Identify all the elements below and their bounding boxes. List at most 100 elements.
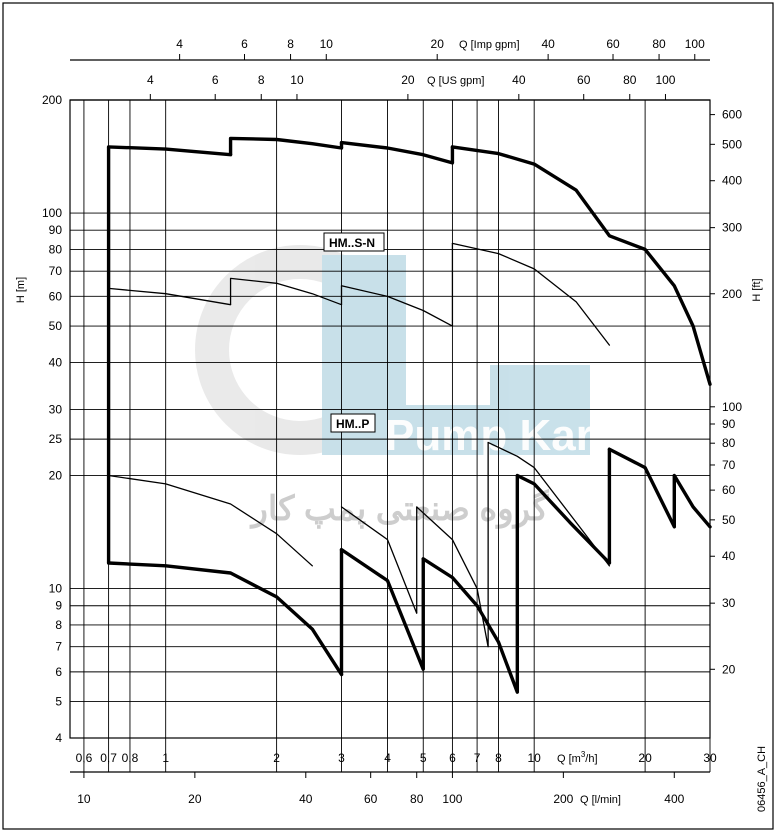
curve-hmsn-segment-1 [229,277,343,306]
left-tick-label-12: 60 [49,289,63,303]
diagram-code: 06456_A_CH [756,746,768,812]
left-tick-label-15: 90 [49,223,63,237]
right-tick-label-4: 60 [722,483,736,497]
bottom-tick-label-4: 2 [273,751,280,765]
series-label-hm-s-n: HM..S-N [323,232,385,252]
bottom-tick-label-11: 10 [527,751,541,765]
left-tick-label-14: 80 [49,242,63,256]
bottom-tick-label-8: 6 [449,751,456,765]
bottom2-tick-label-1: 20 [188,792,202,806]
top-axis-imp-title: Q [Imp gpm] [459,39,520,51]
bottom-tick-label-7: 5 [420,751,427,765]
bottom2-tick-label-3: 60 [364,792,378,806]
right-tick-label-11: 400 [722,174,742,188]
bottom-tick-label-1: 0,7 [100,751,117,765]
right-tick-label-12: 500 [722,137,742,151]
top-imp-tick-label-3: 10 [320,37,334,51]
top-us-tick-label-1: 6 [212,73,219,87]
bottom-tick-label-6: 4 [384,751,391,765]
top-imp-tick-label-6: 60 [606,37,620,51]
left-tick-label-8: 25 [49,432,63,446]
top-imp-tick-label-8: 100 [685,37,705,51]
right-tick-label-13: 600 [722,108,742,122]
curve-hmp-segment-9 [672,473,712,529]
left-tick-label-6: 10 [49,582,63,596]
curve-hmp-segment-8 [607,447,676,529]
left-tick-label-7: 20 [49,469,63,483]
top-imp-tick-label-0: 4 [176,37,183,51]
top-us-tick-label-0: 4 [147,73,154,87]
bottom-axis-title-q: Q [m [557,753,581,765]
bottom-tick-label-13: 30 [703,751,717,765]
right-axis-title: H [ft] [751,278,763,301]
bottom-tick-label-2: 0,8 [122,751,139,765]
left-tick-label-11: 50 [49,319,63,333]
series-label-hm-s-n-text: HM..S-N [329,236,375,250]
curve-hmp-segment-5 [339,547,425,671]
series-label-hm-p: HM..P [330,413,376,433]
series-label-hm-p-text: HM..P [336,417,369,431]
bottom-axis-title-sup: 3 [581,750,586,759]
left-tick-label-0: 4 [55,731,62,745]
top-us-tick-label-7: 80 [623,73,637,87]
left-tick-label-16: 100 [42,206,62,220]
top-axis-us-title: Q [US gpm] [427,75,484,87]
top-us-tick-label-8: 100 [655,73,675,87]
right-tick-label-9: 200 [722,287,742,301]
axis-ticks: 0,6 0,7 0,8 1 2 3 4 5 6 7 8 10 20 3045678910202530405… [42,37,742,806]
bottom-axis-2-title: Q [l/min] [580,794,621,806]
curve-hmsn-segment-2 [340,285,454,327]
curve-hmsn-segment-7 [487,441,611,567]
top-us-tick-label-4: 20 [401,73,415,87]
bottom-tick-label-3: 1 [162,751,169,765]
right-tick-label-10: 300 [722,221,742,235]
bottom-axis-title: Q [m3/h] [557,750,598,765]
watermark-persian-text: گروه صنعتی پمپ کار [249,488,549,529]
bottom2-tick-label-7: 400 [664,792,684,806]
watermark-latin-text: Pump Kar [385,411,593,460]
curve-hmsn-segment-4 [107,474,313,567]
bottom2-tick-label-2: 40 [299,792,313,806]
left-tick-label-1: 5 [55,695,62,709]
top-imp-tick-label-7: 80 [652,37,666,51]
bottom-axis-title-unit: /h] [585,753,597,765]
curve-hmp-segment-2 [339,140,455,165]
curve-hmp-segment-7 [515,473,612,565]
bottom-tick-label-5: 3 [338,751,345,765]
left-tick-label-9: 30 [49,402,63,416]
top-us-tick-label-6: 60 [577,73,591,87]
curve-hmp-segment-6 [421,557,519,694]
right-tick-label-3: 50 [722,513,736,527]
top-us-tick-label-5: 40 [512,73,526,87]
top-imp-tick-label-4: 20 [431,37,445,51]
top-imp-tick-label-2: 8 [287,37,294,51]
top-us-tick-label-2: 8 [258,73,265,87]
curve-hmp-segment-4 [106,561,344,677]
curve-hmsn-segment-0 [107,287,232,306]
top-imp-tick-label-5: 40 [541,37,555,51]
right-tick-label-2: 40 [722,549,736,563]
curve-hmp-segment-1 [228,136,344,150]
curve-hmsn-segment-3 [451,242,611,346]
right-tick-label-1: 30 [722,596,736,610]
left-tick-label-3: 7 [55,640,62,654]
bottom-tick-label-9: 7 [474,751,481,765]
left-tick-label-10: 40 [49,355,63,369]
right-tick-label-8: 100 [722,400,742,414]
left-tick-label-2: 6 [55,665,62,679]
right-tick-label-7: 90 [722,417,736,431]
left-tick-label-13: 70 [49,264,63,278]
bottom2-tick-label-4: 80 [410,792,424,806]
left-tick-label-5: 9 [55,599,62,613]
left-tick-label-4: 8 [55,618,62,632]
curve-hmp-segment-0 [106,145,233,157]
top-imp-tick-label-1: 6 [241,37,248,51]
curves [106,136,712,694]
right-tick-label-0: 20 [722,662,736,676]
curve-hmsn-segment-5 [340,506,418,614]
bottom2-tick-label-0: 10 [77,792,91,806]
bottom-tick-label-12: 20 [638,751,652,765]
top-axes [70,59,710,101]
